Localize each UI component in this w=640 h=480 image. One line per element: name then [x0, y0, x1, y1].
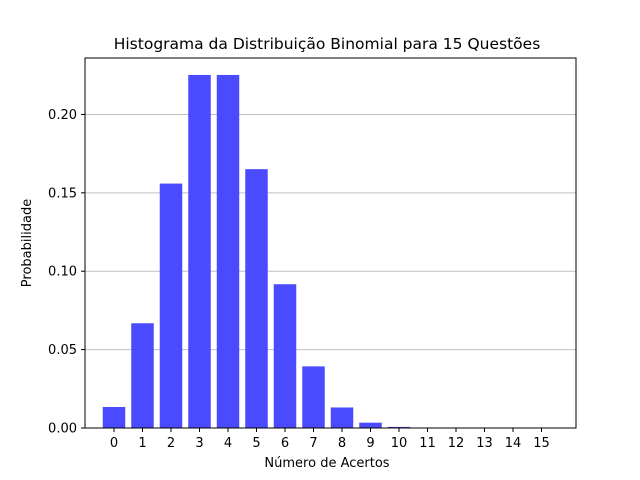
- x-tick-label: 0: [110, 436, 118, 451]
- bar-5: [245, 169, 268, 428]
- bars: [102, 74, 439, 429]
- x-tick-label: 12: [448, 436, 465, 451]
- x-axis-ticks: 0 1 2 3 4 5 6 7 8 9 10 11 12 13 14 15: [110, 428, 550, 451]
- plot-frame: [84, 57, 577, 429]
- x-tick-label: 5: [252, 436, 260, 451]
- bar-2: [159, 183, 183, 428]
- bar-3: [188, 74, 211, 429]
- bar-4: [216, 74, 240, 429]
- y-tick-label: 0.05: [48, 343, 77, 358]
- x-tick-label: 4: [224, 436, 232, 451]
- bar-6: [273, 284, 297, 428]
- x-tick-label: 2: [167, 436, 175, 451]
- grid-lines: [85, 113, 576, 351]
- y-axis-label: Probabilidade: [20, 199, 35, 287]
- x-tick-label: 9: [366, 436, 374, 451]
- bar-0: [102, 406, 126, 428]
- x-tick-label: 6: [281, 436, 289, 451]
- x-tick-label: 1: [138, 436, 146, 451]
- y-tick-label: 0.00: [48, 422, 77, 437]
- x-axis-label: Número de Acertos: [264, 456, 389, 471]
- y-axis-ticks: 0.00 0.05 0.10 0.15 0.20: [48, 108, 85, 437]
- x-tick-label: 8: [338, 436, 346, 451]
- x-tick-label: 15: [533, 436, 550, 451]
- bar-10: [387, 426, 411, 428]
- bar-7: [302, 366, 325, 428]
- x-tick-label: 14: [505, 436, 522, 451]
- x-tick-label: 3: [195, 436, 203, 451]
- y-tick-label: 0.15: [48, 186, 77, 201]
- x-tick-label: 11: [419, 436, 436, 451]
- y-tick-label: 0.10: [48, 265, 77, 280]
- x-tick-label: 13: [476, 436, 493, 451]
- bar-8: [330, 407, 354, 428]
- bar-1: [131, 323, 154, 428]
- bar-9: [359, 422, 382, 428]
- x-tick-label: 7: [309, 436, 317, 451]
- chart-title: Histograma da Distribuição Binomial para…: [114, 35, 541, 53]
- y-tick-label: 0.20: [48, 108, 77, 123]
- x-tick-label: 10: [391, 436, 408, 451]
